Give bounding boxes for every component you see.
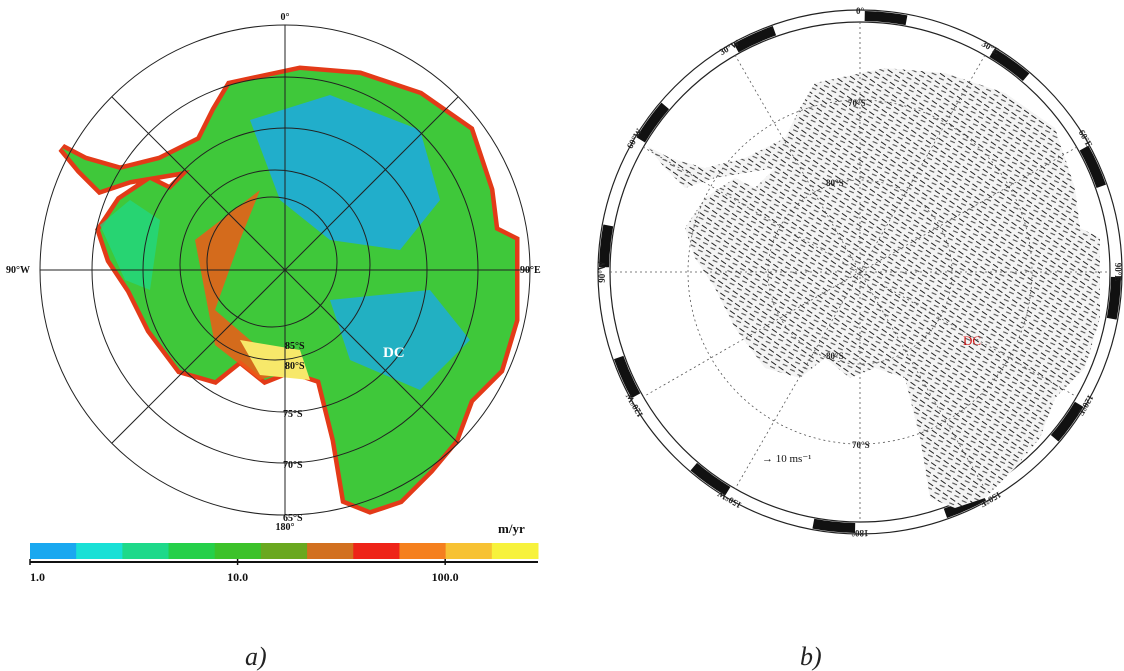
lon-label: 90°W (6, 265, 30, 276)
lat-label: 80°S (826, 178, 844, 188)
colorbar-unit: m/yr (498, 521, 525, 536)
colorbar-swatch (491, 543, 539, 559)
lon-label: 180° (276, 522, 295, 533)
graticule (610, 22, 1110, 522)
mid-zone (100, 200, 160, 290)
colorbar-swatch (399, 543, 447, 559)
lon-label: 150°W (716, 489, 744, 511)
colorbar: 1.0 10.0 100.0 (29, 543, 539, 584)
panel-a: 0° 90°W 90°E 180° DC 85°S 80°S 75°S 70°S… (6, 12, 541, 671)
colorbar-swatch (76, 543, 123, 559)
colorbar-tick-label: 1.0 (30, 570, 45, 584)
lon-label: 60°E (1077, 128, 1095, 149)
lon-label: 90°E (520, 265, 541, 276)
low-zone (250, 95, 440, 250)
colorbar-swatch (307, 543, 354, 559)
colorbar-swatch (30, 543, 77, 559)
caption: b) (800, 642, 822, 671)
low-zone (330, 290, 470, 390)
colorbar-tick-label: 100.0 (432, 570, 459, 584)
lat-label: 70°S (848, 98, 866, 108)
lat-label: 85°S (285, 341, 305, 352)
colorbar-swatch (260, 543, 308, 559)
colorbar-swatch (168, 543, 216, 559)
colorbar-swatch (353, 543, 400, 559)
lat-label: 65°S (283, 513, 303, 524)
lat-label: 75°S (283, 409, 303, 420)
frame (597, 9, 1123, 535)
high-zone (195, 190, 290, 380)
wind-field (647, 68, 1100, 508)
colorbar-swatch (445, 543, 493, 559)
lon-label: 90°E (1113, 263, 1123, 282)
lon-label: 0° (281, 12, 290, 23)
lat-label: 80°S (285, 361, 305, 372)
colorbar-swatch (214, 543, 262, 559)
lat-label: 80°S (826, 351, 844, 361)
lat-label: 70°S (283, 460, 303, 471)
lon-label: 0° (856, 6, 865, 16)
graticule (39, 24, 531, 516)
site-label: DC (963, 333, 981, 348)
panel-b: 0° 30°E 60°E 90°E 120°E 150°E 180° 150°W… (597, 6, 1123, 671)
lat-label: 70°S (852, 440, 870, 450)
scale-label: → 10 ms⁻¹ (762, 453, 811, 465)
lon-label: 90°W (597, 261, 607, 283)
caption: a) (245, 642, 267, 671)
lon-label: 120°W (624, 392, 646, 420)
colorbar-tick-label: 10.0 (227, 570, 248, 584)
lon-label: 180° (851, 528, 869, 538)
colorbar-swatch (122, 543, 170, 559)
site-label: DC (383, 345, 405, 361)
